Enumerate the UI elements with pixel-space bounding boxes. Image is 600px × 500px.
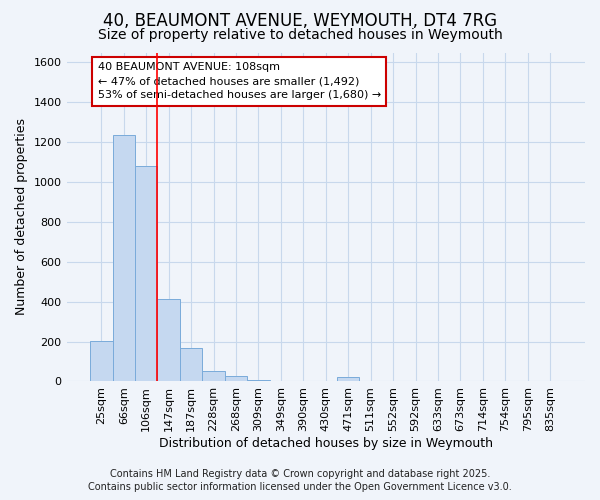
Y-axis label: Number of detached properties: Number of detached properties (15, 118, 28, 316)
Bar (113, 135, 135, 382)
Bar (247, 380, 269, 382)
Text: 40 BEAUMONT AVENUE: 108sqm
← 47% of detached houses are smaller (1,492)
53% of s: 40 BEAUMONT AVENUE: 108sqm ← 47% of deta… (98, 62, 381, 100)
Text: 40, BEAUMONT AVENUE, WEYMOUTH, DT4 7RG: 40, BEAUMONT AVENUE, WEYMOUTH, DT4 7RG (103, 12, 497, 30)
Bar (135, 166, 157, 382)
Bar (337, 378, 359, 382)
Bar (180, 348, 202, 382)
Bar (202, 372, 225, 382)
Text: Size of property relative to detached houses in Weymouth: Size of property relative to detached ho… (98, 28, 502, 42)
Bar (157, 298, 180, 382)
Text: Contains HM Land Registry data © Crown copyright and database right 2025.
Contai: Contains HM Land Registry data © Crown c… (88, 470, 512, 492)
X-axis label: Distribution of detached houses by size in Weymouth: Distribution of detached houses by size … (159, 437, 493, 450)
Bar (90, 340, 113, 382)
Bar (225, 376, 247, 382)
